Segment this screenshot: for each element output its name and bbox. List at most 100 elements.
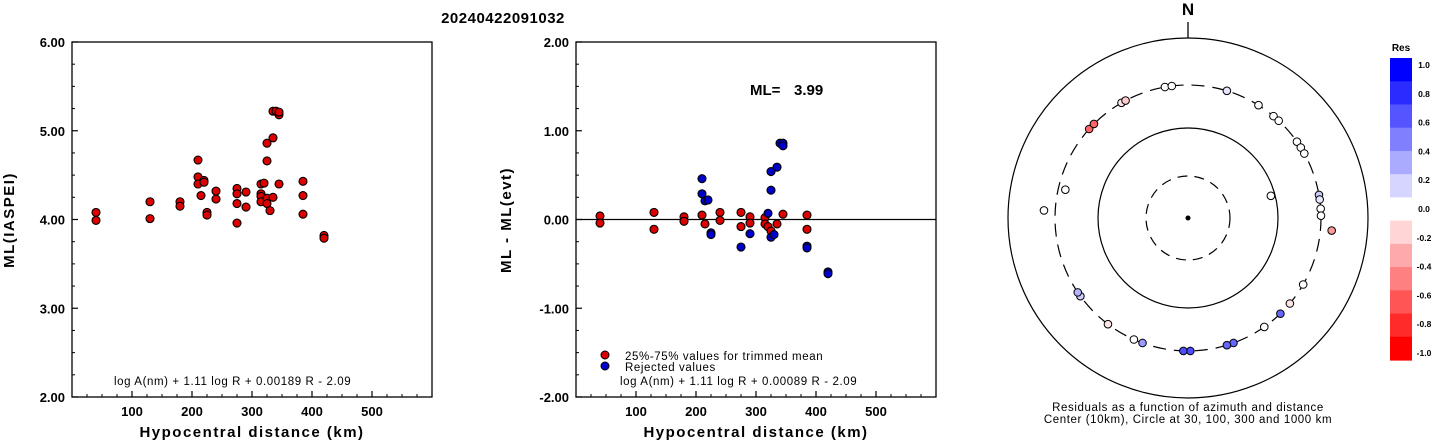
colorbar: Res 1.0 0.8 0.6 0.4 0.2 0.0 -0.2 -0.4 -0.6 -0.8 -1… xyxy=(1390,43,1432,361)
station-point xyxy=(1167,81,1177,91)
formula-text: log A(nm) + 1.11 log R + 0.00089 R - 2.0… xyxy=(620,376,857,388)
station-point xyxy=(1089,119,1099,129)
data-point xyxy=(274,179,284,189)
figure-title: 20240422091032 xyxy=(441,10,565,27)
colorbar-label: -1.0 xyxy=(1417,348,1432,358)
data-point xyxy=(175,201,185,211)
colorbar-swatch xyxy=(1390,174,1412,198)
data-point xyxy=(697,174,707,184)
x-tick-label: 300 xyxy=(241,404,263,419)
data-point xyxy=(145,214,155,224)
data-point xyxy=(778,209,788,219)
station-point xyxy=(1254,100,1263,110)
data-point xyxy=(700,219,710,229)
colorbar-labels: 1.0 0.8 0.6 0.4 0.2 0.0 -0.2 -0.4 -0.6 -0.8 -1.0 xyxy=(1417,60,1432,358)
data-point xyxy=(772,162,782,172)
station-point xyxy=(1138,338,1147,348)
station-point xyxy=(1274,116,1284,126)
caption-line-1: Residuals as a function of azimuth and d… xyxy=(1052,402,1324,414)
station-point xyxy=(1179,346,1188,356)
y-tick-label: -1.00 xyxy=(539,301,569,316)
data-point xyxy=(193,155,203,165)
colorbar-label: 0.8 xyxy=(1418,89,1430,99)
data-point xyxy=(274,107,284,117)
colorbar-title: Res xyxy=(1392,43,1411,54)
data-point xyxy=(745,218,755,228)
data-point xyxy=(145,197,155,207)
data-point xyxy=(202,210,212,220)
station-point xyxy=(1121,96,1130,105)
colorbar-swatch xyxy=(1390,220,1412,245)
data-point xyxy=(196,190,206,201)
data-point xyxy=(298,176,308,186)
data-point xyxy=(268,192,278,202)
x-tick-label: 500 xyxy=(865,404,887,419)
colorbar-label: 0.4 xyxy=(1418,146,1430,156)
x-axis-label: Hypocentral distance (km) xyxy=(139,424,364,441)
data-points xyxy=(91,106,329,243)
station-point xyxy=(1160,82,1170,92)
y-tick-label: -2.00 xyxy=(539,390,569,405)
colorbar-swatch xyxy=(1390,290,1412,315)
legend-marker-rejected xyxy=(600,361,610,371)
data-point xyxy=(766,185,776,195)
data-points xyxy=(595,138,833,279)
station-point xyxy=(1285,299,1295,308)
colorbar-label: 1.0 xyxy=(1418,60,1430,70)
data-point xyxy=(91,215,101,225)
station-point xyxy=(1103,319,1113,329)
data-point xyxy=(772,219,782,229)
station-point xyxy=(1316,211,1326,220)
colorbar-swatch xyxy=(1390,313,1412,338)
data-point xyxy=(319,233,329,243)
data-point xyxy=(802,243,812,253)
colorbar-label: -0.8 xyxy=(1417,319,1432,329)
data-point xyxy=(769,230,779,240)
station-point xyxy=(1292,137,1302,147)
data-point xyxy=(679,216,689,226)
data-point xyxy=(241,202,251,212)
data-point xyxy=(736,207,746,217)
colorbar-label: 0.2 xyxy=(1418,175,1430,185)
colorbar-swatches xyxy=(1390,58,1412,361)
colorbar-label: 0.6 xyxy=(1418,118,1430,128)
station-point xyxy=(1129,335,1139,344)
data-point xyxy=(211,194,221,204)
ml-label: ML= xyxy=(750,82,781,99)
data-point xyxy=(259,178,269,188)
station-point xyxy=(1073,288,1083,297)
panel-ml-iaspei: 100 200 300 400 500 2.00 3.00 4.00 5.00 6.00 log … xyxy=(1,35,433,441)
x-tick-label: 200 xyxy=(685,404,707,419)
y-tick-label: 2.00 xyxy=(544,35,569,50)
station-point xyxy=(1298,280,1308,289)
legend-marker-trimmed xyxy=(600,350,610,360)
data-point xyxy=(298,209,308,219)
data-point xyxy=(262,156,272,166)
x-tick-label: 200 xyxy=(181,404,203,419)
x-axis-label: Hypocentral distance (km) xyxy=(643,424,868,441)
x-tick-label: 400 xyxy=(301,404,323,419)
colorbar-swatch xyxy=(1390,104,1412,129)
station-point xyxy=(1266,191,1276,201)
ml-value: 3.99 xyxy=(794,82,823,99)
ring-1000km xyxy=(1007,37,1369,399)
station-points xyxy=(1039,81,1336,356)
data-point xyxy=(802,224,812,234)
station-point xyxy=(1222,86,1232,96)
legend: 25%-75% values for trimmed mean Rejected… xyxy=(600,350,823,374)
x-tick-label: 300 xyxy=(745,404,767,419)
y-tick-label: 5.00 xyxy=(40,124,65,139)
data-point xyxy=(232,218,242,228)
x-tick-label: 100 xyxy=(625,404,647,419)
data-point xyxy=(823,269,833,279)
data-point xyxy=(232,189,242,199)
axes: 100 200 300 400 500 2.00 3.00 4.00 5.00 6.00 xyxy=(40,35,418,419)
ring-100km xyxy=(1097,127,1279,309)
data-point xyxy=(268,133,278,143)
data-point xyxy=(745,229,755,239)
station-point xyxy=(1259,322,1269,332)
y-tick-label: 0.00 xyxy=(544,213,569,228)
station-point xyxy=(1327,226,1336,235)
station-point xyxy=(1316,204,1325,214)
